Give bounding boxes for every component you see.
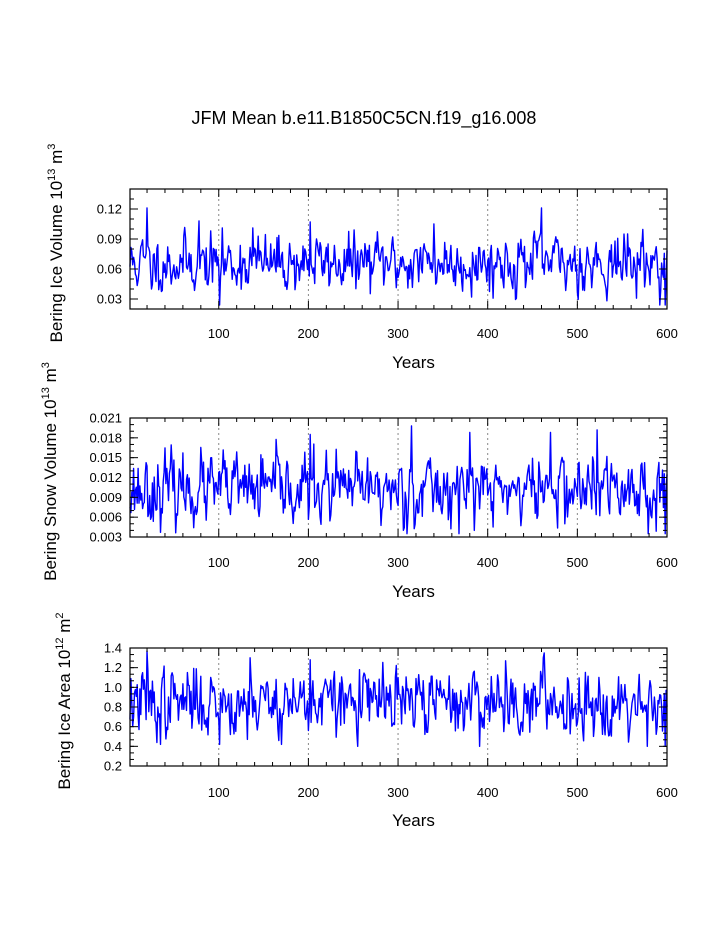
x-tick-label: 100 bbox=[208, 555, 230, 570]
x-tick-label: 500 bbox=[566, 785, 588, 800]
y-tick-label: 0.015 bbox=[89, 450, 122, 465]
x-tick-label: 200 bbox=[298, 785, 320, 800]
y-tick-label: 1.2 bbox=[104, 660, 122, 675]
y-tick-label: 0.003 bbox=[89, 530, 122, 545]
y-tick-label: 0.4 bbox=[104, 739, 122, 754]
y-tick-label: 1.0 bbox=[104, 680, 122, 695]
x-tick-label: 500 bbox=[566, 326, 588, 341]
x-tick-label: 300 bbox=[387, 555, 409, 570]
x-tick-label: 200 bbox=[298, 555, 320, 570]
x-tick-label: 200 bbox=[298, 326, 320, 341]
y-tick-label: 0.6 bbox=[104, 719, 122, 734]
y-tick-label: 0.12 bbox=[97, 202, 122, 217]
y-tick-label: 0.03 bbox=[97, 292, 122, 307]
y-tick-label: 0.021 bbox=[89, 411, 122, 426]
y-axis-label: Bering Ice Area 1012 m2 bbox=[54, 612, 74, 789]
x-tick-label: 400 bbox=[477, 785, 499, 800]
y-tick-label: 1.4 bbox=[104, 641, 122, 656]
series-line-ice-volume bbox=[129, 207, 668, 306]
y-axis-label: Bering Snow Volume 1013 m3 bbox=[40, 362, 60, 581]
y-axis-label: Bering Ice Volume 1013 m3 bbox=[46, 144, 66, 343]
series-line-snow-volume bbox=[129, 425, 668, 535]
x-tick-label: 100 bbox=[208, 326, 230, 341]
x-tick-label: 400 bbox=[477, 326, 499, 341]
x-axis-label: Years bbox=[392, 582, 435, 601]
x-tick-label: 400 bbox=[477, 555, 499, 570]
y-tick-label: 0.8 bbox=[104, 700, 122, 715]
x-axis-label: Years bbox=[392, 353, 435, 372]
panel-ice-area: 100 200 300 400 500 600 0.2 0.4 0.6 0.8 1.0 1.2 1.4 Y… bbox=[54, 612, 678, 830]
x-tick-label: 500 bbox=[566, 555, 588, 570]
y-tick-label: 0.018 bbox=[89, 430, 122, 445]
panel-snow-volume: 100 200 300 400 500 600 0.003 0.006 0.009 0.012 0.… bbox=[40, 362, 678, 601]
y-tick-label: 0.2 bbox=[104, 759, 122, 774]
y-tick-label: 0.09 bbox=[97, 232, 122, 247]
panel-ice-volume: 100 200 300 400 500 600 0.03 0.06 0.09 0.12 Years B… bbox=[46, 144, 678, 372]
x-tick-label: 600 bbox=[656, 326, 678, 341]
x-tick-label: 100 bbox=[208, 785, 230, 800]
series-line-ice-area bbox=[129, 650, 668, 747]
chart-title: JFM Mean b.e11.B1850C5CN.f19_g16.008 bbox=[192, 108, 537, 129]
x-axis-label: Years bbox=[392, 811, 435, 830]
y-tick-label: 0.06 bbox=[97, 262, 122, 277]
y-tick-label: 0.012 bbox=[89, 470, 122, 485]
y-tick-label: 0.009 bbox=[89, 490, 122, 505]
x-tick-label: 600 bbox=[656, 785, 678, 800]
x-tick-label: 300 bbox=[387, 326, 409, 341]
x-tick-label: 300 bbox=[387, 785, 409, 800]
y-tick-label: 0.006 bbox=[89, 510, 122, 525]
x-tick-label: 600 bbox=[656, 555, 678, 570]
